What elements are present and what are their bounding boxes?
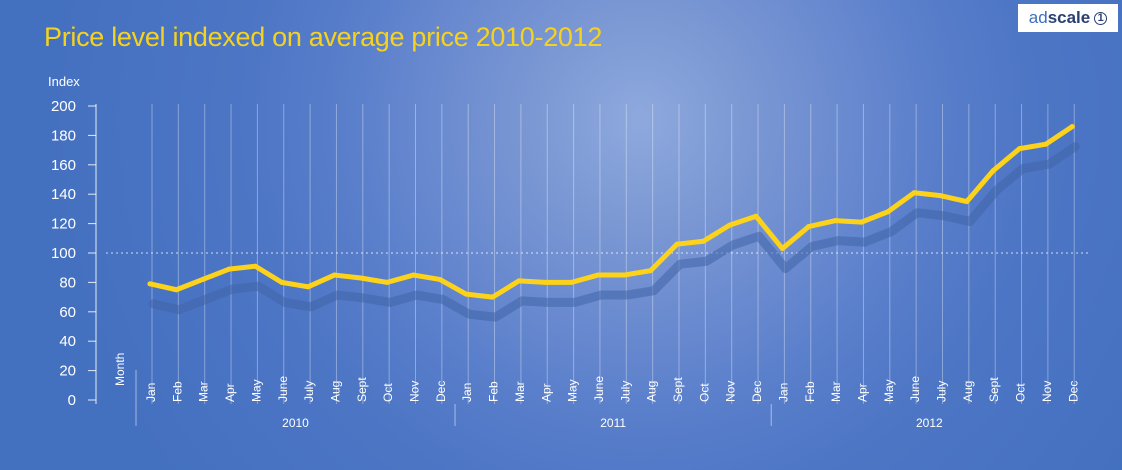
logo-ad: ad (1028, 8, 1048, 27)
chart-title: Price level indexed on average price 201… (44, 22, 603, 52)
data-point (832, 218, 838, 224)
x-tick-label: June (592, 376, 606, 402)
series-line-shadow (148, 142, 1080, 322)
data-point (674, 241, 680, 247)
data-point (621, 272, 627, 278)
x-tick-label: Sept (987, 377, 1001, 402)
data-point (490, 294, 496, 300)
data-point (358, 275, 364, 281)
data-point (727, 222, 733, 228)
y-axis-label: Index (48, 74, 80, 89)
y-tick-label: 120 (51, 216, 76, 233)
data-point (147, 281, 153, 287)
x-tick-label: May (882, 379, 896, 402)
x-tick-label: Feb (487, 381, 501, 402)
x-tick-label: June (908, 376, 922, 402)
x-tick-label: Nov (408, 381, 422, 402)
x-tick-label: July (935, 381, 949, 402)
data-point (1069, 124, 1075, 130)
data-point (331, 272, 337, 278)
data-point (463, 291, 469, 297)
data-point (516, 278, 522, 284)
x-tick-label: Feb (803, 381, 817, 402)
x-tick-label: Nov (724, 381, 738, 402)
data-point (806, 224, 812, 230)
y-tick-label: 40 (59, 333, 76, 350)
x-tick-label: Oct (381, 383, 395, 402)
x-tick-label: Oct (697, 383, 711, 402)
x-tick-label: July (302, 381, 316, 402)
data-point (595, 272, 601, 278)
series-line (147, 124, 1075, 300)
data-point (990, 168, 996, 174)
data-point (1043, 141, 1049, 147)
x-tick-label: Aug (328, 381, 342, 402)
data-point (411, 272, 416, 278)
year-label: 2010 (282, 416, 309, 430)
x-tick-label: Aug (961, 381, 975, 402)
x-tick-label: Dec (1066, 381, 1080, 402)
x-axis-label: Month (113, 353, 127, 386)
x-tick-label: Mar (513, 381, 527, 402)
x-tick-label: Sept (355, 377, 369, 402)
data-point (226, 266, 232, 272)
data-point (279, 279, 285, 285)
x-tick-label: Mar (829, 381, 843, 402)
y-tick-label: 160 (51, 157, 76, 174)
y-tick-label: 60 (59, 304, 76, 321)
x-tick-label: Apr (855, 383, 869, 402)
x-tick-label: Oct (1014, 383, 1028, 402)
data-point (252, 263, 258, 269)
x-tick-label: Dec (434, 381, 448, 402)
year-label: 2012 (916, 416, 943, 430)
x-tick-label: Nov (1040, 381, 1054, 402)
data-point (305, 284, 311, 290)
data-point (173, 287, 179, 293)
data-point (1017, 146, 1023, 152)
x-tick-label: Feb (170, 381, 184, 402)
y-tick-label: 0 (68, 392, 76, 409)
year-label: 2011 (600, 416, 626, 430)
data-point (938, 193, 943, 199)
data-point (542, 279, 548, 285)
y-tick-label: 200 (51, 98, 76, 115)
x-tick-label: May (249, 379, 263, 402)
x-tick-label: July (618, 381, 632, 402)
y-tick-label: 140 (51, 186, 76, 203)
data-point (885, 209, 891, 215)
x-tick-label: June (276, 376, 290, 402)
x-tick-label: May (566, 379, 580, 402)
data-point (753, 213, 759, 219)
x-tick-label: Apr (223, 383, 237, 402)
adscale-logo: ad scale 1 (1018, 4, 1118, 32)
x-tick-label: Aug (645, 381, 659, 402)
data-point (964, 199, 970, 205)
x-tick-label: Sept (671, 377, 685, 402)
x-tick-label: Dec (750, 381, 764, 402)
data-point (858, 219, 864, 225)
x-tick-label: Jan (144, 383, 158, 402)
y-tick-label: 20 (59, 363, 76, 380)
x-tick-label: Apr (539, 383, 553, 402)
data-point (779, 246, 785, 252)
x-tick-label: Jan (460, 383, 474, 402)
data-point (569, 279, 575, 285)
y-tick-label: 180 (51, 127, 76, 144)
data-point (437, 276, 443, 282)
data-point (648, 268, 654, 274)
x-tick-label: Mar (197, 381, 211, 402)
y-tick-label: 80 (59, 274, 76, 291)
logo-mark-icon: 1 (1094, 11, 1108, 25)
data-point (700, 238, 706, 244)
logo-scale: scale (1047, 8, 1091, 27)
data-point (384, 279, 390, 285)
data-point (911, 190, 917, 196)
y-tick-label: 100 (51, 245, 76, 262)
data-point (200, 276, 206, 282)
x-tick-label: Jan (776, 383, 790, 402)
